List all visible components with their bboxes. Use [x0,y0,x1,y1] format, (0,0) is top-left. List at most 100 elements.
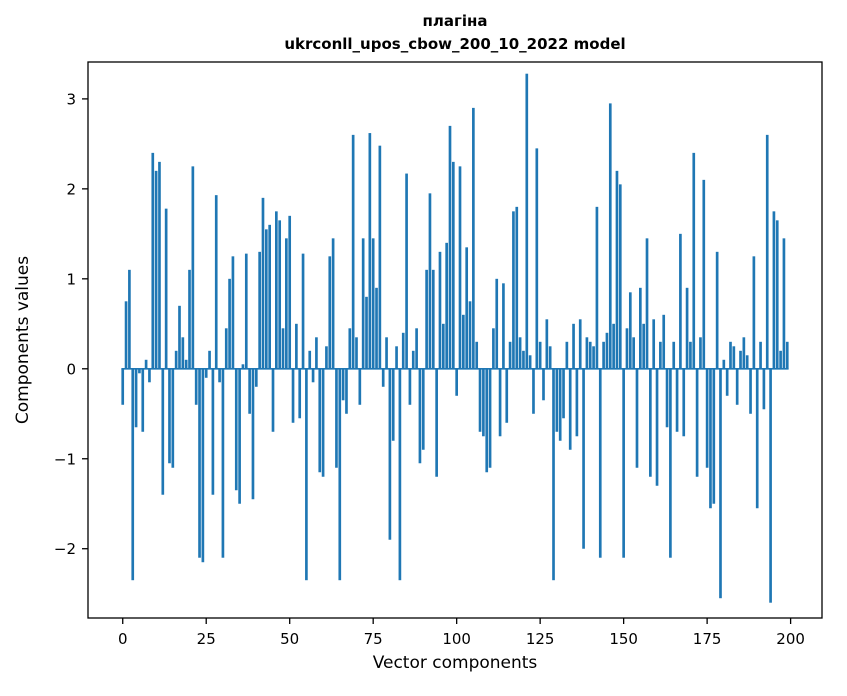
bar [562,368,565,419]
bar [592,346,595,369]
bar [512,211,515,369]
bar [772,211,776,369]
bar [498,368,502,437]
bar [702,179,706,369]
bar [244,253,248,369]
bar [679,233,682,369]
bar [478,368,482,432]
bar [712,368,716,504]
chart-title: плагіна [423,12,488,30]
tick-label: 1 [66,270,76,288]
bar [264,229,268,369]
tick-label: 0 [66,360,76,378]
bar [184,359,188,369]
bar [391,368,395,441]
bar [582,368,585,549]
bar [315,337,318,369]
bar [428,193,432,369]
bar [522,350,525,369]
bar [662,314,666,369]
bar [131,368,135,581]
bar [311,368,315,383]
bar [134,368,138,428]
bar [198,368,201,558]
bar [618,184,622,369]
bar [759,341,762,369]
bar [672,341,676,369]
bar [762,368,766,410]
bar [682,368,686,437]
bar [178,305,181,369]
bar [441,323,445,369]
bar [488,368,492,468]
bar [368,133,372,369]
bar [578,319,582,369]
tick-label: 75 [364,630,383,648]
bar [705,368,709,468]
bar [234,368,238,491]
bar [555,368,559,432]
bar [475,341,479,369]
bar [355,337,358,369]
bar [204,368,208,378]
bar [525,73,529,369]
bar [565,341,569,369]
bar [361,238,365,369]
bar [689,341,692,369]
bar [224,328,228,369]
bar [535,148,539,369]
bar [151,152,155,369]
bar [144,359,148,369]
bar [445,242,448,369]
bar [675,368,679,432]
bar [692,152,696,369]
bar [338,368,342,581]
bar [435,368,438,477]
bar [154,170,158,369]
bar [508,341,512,369]
bar [472,107,475,369]
bar [558,368,562,441]
tick-label: 2 [66,180,76,198]
bar [659,341,662,369]
bar [572,323,575,369]
bar [401,332,405,369]
bar [421,368,425,450]
bar [568,368,572,450]
bar [608,103,612,369]
bar [431,269,435,369]
bar [275,211,278,369]
bar [295,323,298,369]
bar [502,283,505,369]
x-axis-label: Vector components [373,653,538,673]
bar [532,368,535,414]
bar [465,247,469,369]
bar [715,251,719,369]
tick-label: 25 [197,630,216,648]
bar [288,215,292,369]
bar [468,301,472,369]
bar [635,368,639,468]
bar [448,125,452,369]
bar [248,368,251,414]
bar [729,341,732,369]
bar [351,134,355,369]
bar [652,319,656,369]
bar [632,337,635,369]
bar [251,368,255,500]
bar [685,287,689,369]
bar [231,256,235,369]
bar [545,319,549,369]
bar [552,368,555,581]
bar [358,368,362,405]
tick-label: −2 [54,540,76,558]
bar [742,337,746,369]
bar [328,256,332,369]
bar [335,368,338,468]
bar [208,350,211,369]
bar [365,296,368,369]
y-axis-label: Components values [13,256,33,424]
bar [398,368,402,581]
bar [515,206,519,369]
